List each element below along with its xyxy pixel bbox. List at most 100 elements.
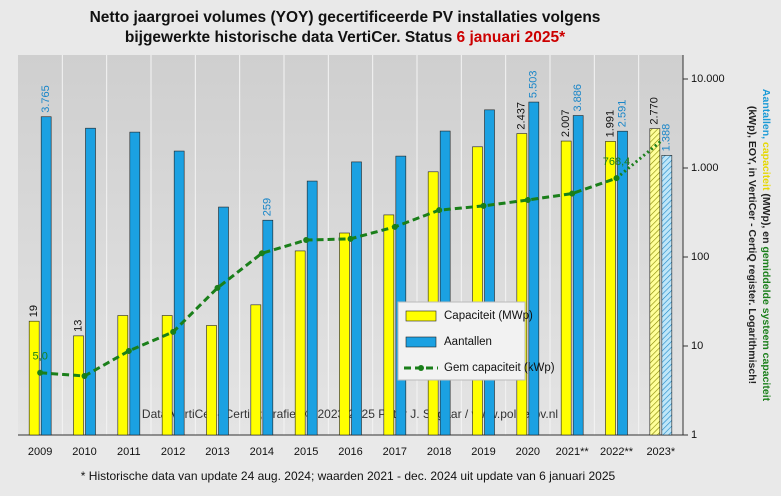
line-marker bbox=[214, 284, 221, 291]
axis-label-part: Aantallen, bbox=[760, 89, 772, 142]
x-tick-label: 2022** bbox=[600, 446, 634, 458]
x-tick-label: 2011 bbox=[117, 446, 141, 458]
bar bbox=[161, 315, 173, 436]
bar bbox=[117, 315, 129, 436]
bar bbox=[173, 150, 185, 436]
bar bbox=[218, 206, 229, 436]
bar bbox=[262, 219, 274, 436]
line-marker bbox=[436, 207, 443, 214]
x-tick-label: 2016 bbox=[338, 446, 362, 458]
bar bbox=[28, 320, 40, 436]
x-tick-label: 2012 bbox=[161, 446, 185, 458]
bar bbox=[40, 116, 52, 436]
bar bbox=[605, 141, 616, 436]
data-label: 3.886 bbox=[572, 84, 584, 112]
x-tick-label: 2010 bbox=[72, 446, 96, 458]
line-marker bbox=[81, 373, 88, 380]
bar bbox=[472, 146, 483, 436]
bar bbox=[572, 115, 584, 436]
line-marker bbox=[303, 237, 310, 244]
line-marker bbox=[37, 369, 44, 376]
x-tick-label: 2009 bbox=[28, 446, 52, 458]
chart-title: Netto jaargroei volumes (YOY) gecertific… bbox=[90, 9, 601, 26]
y-tick-label: 1 bbox=[691, 429, 697, 441]
y-tick-label: 10 bbox=[691, 340, 703, 352]
bar bbox=[129, 131, 141, 436]
bar bbox=[339, 232, 350, 436]
legend-swatch bbox=[405, 336, 437, 348]
line-marker bbox=[258, 250, 265, 257]
x-tick-label: 2021** bbox=[556, 446, 590, 458]
y-tick-label: 1.000 bbox=[691, 162, 719, 174]
data-label: 2.770 bbox=[649, 97, 661, 125]
line-marker bbox=[569, 190, 576, 197]
bar bbox=[294, 250, 306, 436]
y-axis-label: Aantallen, capaciteit (MWp), en gemiddel… bbox=[760, 89, 772, 402]
line-marker bbox=[480, 202, 487, 209]
bar bbox=[617, 130, 628, 436]
bar bbox=[661, 155, 673, 436]
x-tick-label: 2020 bbox=[516, 446, 540, 458]
data-label: 768,4 bbox=[603, 156, 631, 168]
plot-area bbox=[18, 55, 683, 435]
y-tick-label: 10.000 bbox=[691, 73, 725, 85]
data-label: 3.765 bbox=[40, 85, 52, 113]
axis-label-part: (MWp), en bbox=[760, 190, 772, 246]
data-label: 13 bbox=[72, 320, 84, 332]
title-part: Netto jaargroei volumes (YOY) gecertific… bbox=[90, 9, 601, 26]
bar bbox=[439, 130, 451, 436]
title-part: bijgewerkte historische data VertiCer. S… bbox=[125, 29, 457, 46]
y-tick-label: 100 bbox=[691, 251, 709, 263]
line-series bbox=[40, 176, 617, 378]
bar bbox=[250, 304, 262, 436]
x-tick-label: 2018 bbox=[427, 446, 451, 458]
x-tick-label: 2013 bbox=[205, 446, 229, 458]
data-label: 1.991 bbox=[604, 110, 616, 138]
x-tick-label: 2023* bbox=[646, 446, 675, 458]
bar bbox=[395, 155, 407, 436]
line-marker bbox=[391, 223, 398, 230]
legend-swatch bbox=[418, 365, 424, 371]
data-label: 1.388 bbox=[661, 124, 673, 152]
bar bbox=[383, 214, 395, 436]
legend-swatch bbox=[405, 310, 437, 322]
x-tick-label: 2019 bbox=[471, 446, 495, 458]
bar bbox=[560, 140, 572, 436]
bar bbox=[528, 101, 540, 436]
line-marker bbox=[347, 235, 354, 242]
bar bbox=[306, 180, 318, 436]
line-marker bbox=[613, 175, 620, 182]
bar bbox=[649, 128, 661, 436]
bar bbox=[484, 109, 495, 436]
legend-label: Gem capaciteit (kWp) bbox=[444, 362, 555, 374]
data-label: 19 bbox=[28, 305, 40, 317]
data-label: 259 bbox=[262, 198, 274, 216]
bar bbox=[85, 127, 96, 436]
footnote: * Historische data van update 24 aug. 20… bbox=[81, 469, 616, 483]
annotation: Data VertiCer - CertiQ; grafiek © 2023-2… bbox=[142, 407, 558, 421]
line-marker bbox=[170, 328, 177, 335]
data-label: 2.007 bbox=[560, 110, 572, 138]
bar bbox=[351, 161, 362, 436]
axis-label-part: capaciteit bbox=[760, 142, 772, 191]
line-marker bbox=[524, 196, 531, 203]
legend-label: Aantallen bbox=[444, 336, 492, 348]
x-tick-label: 2017 bbox=[383, 446, 407, 458]
axis-label-part: gemiddelde systeem capaciteit bbox=[760, 246, 772, 401]
chart-title: bijgewerkte historische data VertiCer. S… bbox=[125, 29, 566, 46]
y-axis-label: (kWp), EOY, in VertiCer - CertiQ registe… bbox=[746, 106, 758, 384]
x-tick-label: 2014 bbox=[250, 446, 274, 458]
data-label: 5.503 bbox=[528, 71, 540, 99]
data-label: 2.591 bbox=[616, 100, 628, 128]
bar bbox=[206, 325, 217, 436]
data-label: 2.437 bbox=[516, 102, 528, 130]
axis-label-part: (kWp), EOY, in VertiCer - CertiQ registe… bbox=[746, 106, 758, 384]
data-label: 5,0 bbox=[33, 351, 48, 363]
bar bbox=[73, 335, 84, 436]
legend-label: Capaciteit (MWp) bbox=[444, 310, 533, 322]
line-marker bbox=[125, 347, 132, 354]
x-tick-label: 2015 bbox=[294, 446, 318, 458]
title-part: 6 januari 2025* bbox=[457, 29, 567, 46]
bar bbox=[516, 133, 528, 436]
